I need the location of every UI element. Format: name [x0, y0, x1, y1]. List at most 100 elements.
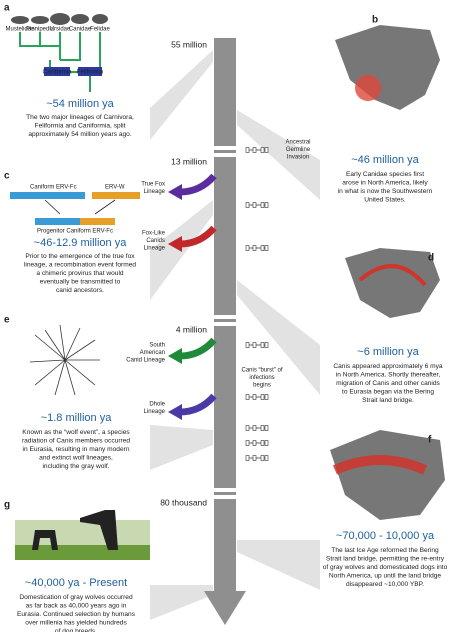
panel-letter: d: [428, 253, 434, 264]
panel-heading: ~70,000 - 10,000 ya: [336, 530, 435, 542]
provirus-box: [264, 342, 269, 348]
provirus-box: [252, 394, 257, 400]
panel-body: over millenia has yielded hundreds: [25, 619, 127, 626]
erv-label: ERV-W: [105, 185, 125, 191]
provirus-box: [252, 440, 257, 446]
erv-arrows: [44, 199, 116, 215]
clade-label: Caniformia: [42, 70, 72, 76]
time-label: 13 million: [171, 156, 207, 166]
panel-body: and extinct wolf lineages,: [39, 454, 113, 461]
panel-body: Strait land bridge.: [362, 397, 414, 404]
panel-body: a chimeric provirus that would: [36, 270, 124, 277]
lineage-label: Lineage: [144, 246, 166, 252]
time-label: 80 thousand: [160, 497, 207, 507]
panel-body: United States.: [364, 196, 406, 203]
lineage-label: Lineage: [144, 409, 166, 415]
lineage-arrow: [179, 173, 217, 196]
panel-body: canid ancestors.: [56, 287, 104, 294]
panel-heading: ~6 million ya: [357, 346, 419, 358]
panel-body: Canis appeared approximately 6 mya: [333, 363, 443, 370]
reentry-arrow: [332, 455, 428, 475]
panel-body: to Eurasia began via the Bering: [342, 388, 434, 395]
provirus-box: [260, 440, 265, 446]
provirus-box: [252, 342, 257, 348]
map-f: [330, 430, 445, 520]
provirus-box: [252, 202, 257, 208]
lineage-arrow: [179, 337, 217, 360]
human: [80, 510, 118, 550]
erv-bar: [92, 192, 140, 199]
event-label: Invasion: [287, 155, 309, 161]
lineage-label: Fox-Like: [142, 231, 166, 237]
erv-label: Progenitor Caniform ERV-Fc: [37, 229, 113, 235]
lineage-label: American: [140, 350, 165, 356]
lineage-label: Dhole: [149, 402, 165, 408]
panel-body: disappeared ~10,000 YBP.: [346, 581, 424, 588]
provirus-box: [245, 394, 250, 400]
provirus-box: [264, 425, 269, 431]
provirus-box: [245, 245, 250, 251]
event-label: infections: [249, 375, 274, 381]
lineage-arrowhead: [168, 348, 182, 364]
panel-body: of gray wolves and domesticated dogs int…: [323, 564, 448, 571]
family-label: Mustelidae: [5, 27, 35, 33]
lineage-arrow: [179, 393, 217, 416]
clade-label: Feliformia: [77, 70, 104, 76]
panel-body: The last Ice Age reformed the Bering: [331, 547, 439, 554]
panel-body: radiation of Canis members occurred: [22, 437, 130, 444]
panel-body: Known as the “wolf event”, a species: [22, 429, 130, 436]
lineage-arrow: [179, 225, 217, 248]
panel-heading: ~46 million ya: [351, 154, 419, 166]
dog: [32, 530, 58, 550]
erv-bar: [80, 218, 115, 225]
timeline-bar: [204, 38, 246, 625]
phylo-tree: [19, 32, 101, 92]
panel-body: North America, up until the land bridge: [329, 572, 441, 579]
migration-arrow: [358, 264, 427, 287]
panel-body: Eurasia. Continued selection by humans: [17, 611, 136, 618]
provirus-box: [260, 147, 265, 153]
provirus-box: [264, 394, 269, 400]
family-label: Ursidae: [50, 27, 71, 33]
map-d: [345, 248, 440, 318]
family-label: Pinnipedia: [26, 27, 55, 33]
provirus-box: [245, 455, 250, 461]
event-label: Ancestral: [285, 140, 310, 146]
provirus-box: [260, 342, 265, 348]
lineage-arrowhead: [168, 404, 182, 420]
panel-body: of dog breeds.: [55, 628, 97, 632]
provirus-box: [260, 425, 265, 431]
lineage-label: Canid Lineage: [126, 358, 165, 364]
panel-letter: g: [4, 500, 10, 511]
lineage-label: True Fox: [141, 182, 165, 188]
time-label: 55 million: [171, 39, 207, 49]
event-label: begins: [253, 383, 271, 389]
panel-body: Early Canidae species first: [346, 171, 424, 178]
panel-body: approximately 54 million years ago.: [28, 131, 132, 138]
panel-heading: ~54 million ya: [46, 98, 114, 110]
lineage-arrowhead: [168, 184, 182, 200]
panel-body: as far back as 40,000 years ago in: [26, 602, 127, 609]
clade-box: [44, 67, 70, 76]
panel-body: in North America. Shortly thereafter,: [336, 371, 441, 378]
lineage-label: Lineage: [144, 189, 166, 195]
erv-bar: [35, 218, 80, 225]
panel-heading: ~46-12.9 million ya: [34, 237, 128, 249]
panel-heading: ~1.8 million ya: [41, 412, 113, 424]
provirus-box: [260, 394, 265, 400]
provirus-box: [245, 425, 250, 431]
panel-body: Strait land bridge, permitting the re-en…: [326, 555, 445, 562]
erv-label: Caniform ERV-Fc: [30, 185, 77, 191]
provirus-box: [245, 147, 250, 153]
panel-body: including the gray wolf.: [42, 463, 109, 470]
provirus-box: [252, 455, 257, 461]
event-label: Canis “burst” of: [241, 368, 282, 374]
provirus-box: [264, 202, 269, 208]
clade-box: [78, 67, 102, 76]
panel-body: in Eurasia, resulting in many modern: [22, 446, 129, 453]
provirus-box: [245, 202, 250, 208]
dynamic-layer: a ~54 million ya The two major lineages of…: [4, 3, 448, 632]
map-b: [335, 25, 440, 110]
panel-body: Domestication of gray wolves occurred: [19, 594, 133, 601]
